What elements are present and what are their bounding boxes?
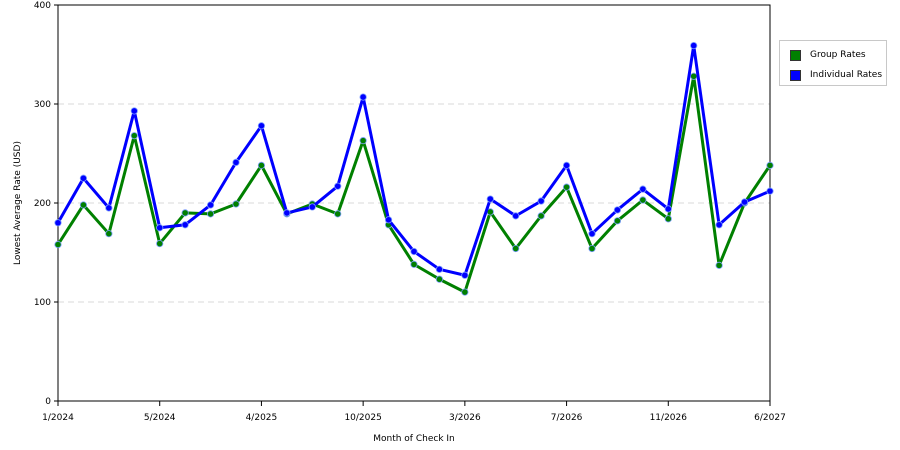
legend-swatch-group-rates <box>790 49 801 61</box>
data-point-individual-rates-2 <box>105 204 113 212</box>
y-tick-label-400: 400 <box>34 1 51 11</box>
data-point-individual-rates-24 <box>664 205 672 213</box>
data-point-group-rates-11 <box>334 210 342 218</box>
data-point-individual-rates-22 <box>613 206 622 214</box>
y-tick-label-300: 300 <box>34 100 51 110</box>
data-point-group-rates-8 <box>257 161 266 169</box>
data-point-individual-rates-5 <box>181 221 189 229</box>
data-point-group-rates-28 <box>766 161 774 169</box>
legend-item-individual-rates: Individual Rates <box>790 69 882 81</box>
legend-swatch-individual-rates <box>790 69 801 81</box>
x-tick-label-24: 11/2026 <box>650 413 688 423</box>
legend-label-individual-rates: Individual Rates <box>810 70 883 80</box>
x-tick-label-28: 6/2027 <box>754 413 786 423</box>
data-point-individual-rates-6 <box>206 201 215 209</box>
x-axis-title: Month of Check In <box>373 434 455 444</box>
data-point-group-rates-19 <box>537 212 545 220</box>
data-point-group-rates-18 <box>512 244 520 253</box>
y-tick-label-100: 100 <box>34 298 51 308</box>
data-point-group-rates-0 <box>54 240 62 249</box>
data-point-group-rates-22 <box>613 217 622 225</box>
data-point-group-rates-4 <box>156 239 164 248</box>
data-point-group-rates-24 <box>664 215 672 223</box>
data-point-group-rates-1 <box>79 201 88 209</box>
data-point-individual-rates-23 <box>639 185 647 193</box>
x-tick-label-20: 7/2026 <box>551 413 583 423</box>
data-point-individual-rates-0 <box>54 219 62 227</box>
data-point-individual-rates-28 <box>766 187 774 195</box>
data-point-group-rates-20 <box>562 183 571 191</box>
data-point-individual-rates-13 <box>384 216 393 224</box>
data-point-group-rates-15 <box>435 275 444 283</box>
data-point-individual-rates-9 <box>283 209 291 217</box>
data-point-group-rates-7 <box>232 200 240 208</box>
series-line-individual-rates <box>56 44 771 277</box>
x-tick-label-4: 5/2024 <box>144 413 176 423</box>
data-point-individual-rates-20 <box>562 161 571 169</box>
data-point-group-rates-14 <box>410 260 418 268</box>
data-point-individual-rates-17 <box>486 195 494 203</box>
x-tick-label-16: 3/2026 <box>449 413 481 423</box>
x-tick-label-0: 1/2024 <box>42 413 74 423</box>
y-axis-title: Lowest Average Rate (USD) <box>13 141 23 265</box>
legend-item-group-rates: Group Rates <box>790 49 866 61</box>
x-tick-label-12: 10/2025 <box>344 413 381 423</box>
x-tick-label-8: 4/2025 <box>246 413 278 423</box>
data-point-group-rates-2 <box>105 230 113 238</box>
data-point-group-rates-25 <box>690 72 698 80</box>
data-point-individual-rates-16 <box>461 271 469 279</box>
data-point-individual-rates-14 <box>410 247 418 256</box>
y-tick-label-0: 0 <box>45 397 51 407</box>
data-point-individual-rates-12 <box>359 93 367 101</box>
data-point-group-rates-6 <box>206 210 215 218</box>
data-point-individual-rates-11 <box>334 182 342 190</box>
data-point-individual-rates-25 <box>690 41 698 50</box>
data-point-group-rates-23 <box>639 196 647 204</box>
data-point-group-rates-26 <box>715 261 723 269</box>
series-lines <box>54 41 774 296</box>
y-tick-label-200: 200 <box>34 199 51 209</box>
data-point-group-rates-16 <box>461 288 469 296</box>
chart-legend: Group Rates Individual Rates <box>779 40 887 86</box>
data-point-group-rates-3 <box>130 132 138 140</box>
data-point-individual-rates-19 <box>537 197 545 205</box>
data-point-individual-rates-21 <box>588 230 596 238</box>
data-point-group-rates-21 <box>588 244 596 253</box>
data-point-individual-rates-4 <box>156 224 164 232</box>
data-point-individual-rates-18 <box>512 212 520 220</box>
data-point-individual-rates-7 <box>232 158 240 167</box>
data-point-individual-rates-26 <box>715 221 723 229</box>
data-point-individual-rates-15 <box>435 265 444 273</box>
legend-label-group-rates: Group Rates <box>810 50 866 60</box>
grid-lines <box>58 103 770 303</box>
data-point-group-rates-5 <box>181 209 189 217</box>
series-group-rates <box>54 72 774 296</box>
data-point-individual-rates-8 <box>257 122 266 130</box>
data-point-group-rates-12 <box>359 137 367 145</box>
series-line-group-rates <box>56 74 772 294</box>
series-individual-rates <box>54 41 774 279</box>
data-point-individual-rates-1 <box>79 174 88 182</box>
y-axis: 0 100 200 300 400 <box>34 1 58 407</box>
data-point-individual-rates-27 <box>740 198 749 206</box>
data-point-individual-rates-3 <box>130 107 138 115</box>
x-axis: 1/2024 5/2024 4/2025 10/2025 3/2026 7/2026 11/… <box>42 401 786 423</box>
data-point-individual-rates-10 <box>308 203 316 211</box>
